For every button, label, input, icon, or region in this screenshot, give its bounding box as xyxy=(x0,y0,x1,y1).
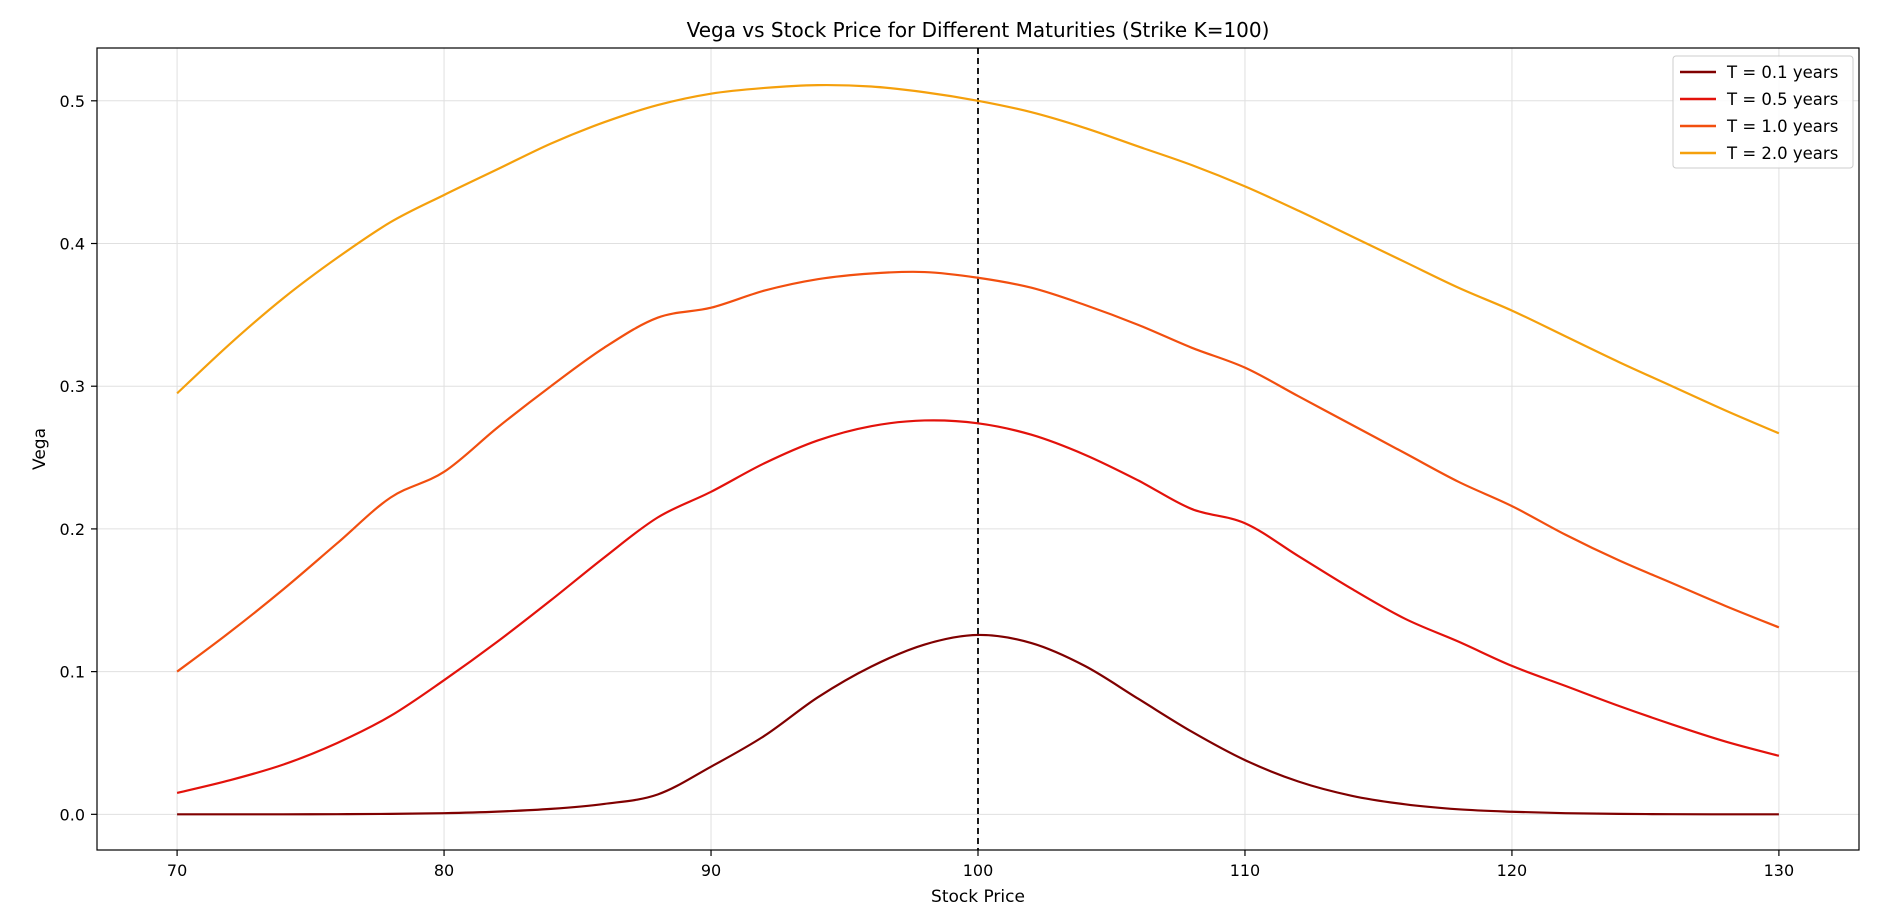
legend-label: T = 0.1 years xyxy=(1726,63,1838,82)
x-tick-label: 100 xyxy=(963,861,994,880)
y-axis-label: Vega xyxy=(30,428,50,470)
y-tick-label: 0.4 xyxy=(60,235,85,254)
y-tick-label: 0.1 xyxy=(60,663,85,682)
legend-label: T = 2.0 years xyxy=(1726,144,1838,163)
x-tick-label: 130 xyxy=(1764,861,1795,880)
y-tick-label: 0.2 xyxy=(60,520,85,539)
legend: T = 0.1 years T = 0.5 years T = 1.0 years T… xyxy=(1672,55,1854,169)
x-tick-label: 70 xyxy=(167,861,187,880)
y-tick-label: 0.0 xyxy=(60,805,85,824)
legend-box xyxy=(1672,55,1854,169)
x-tick-label: 90 xyxy=(701,861,721,880)
x-tick-label: 110 xyxy=(1230,861,1261,880)
series-layer xyxy=(176,83,1780,816)
y-tick-label: 0.3 xyxy=(60,377,85,396)
x-axis-label: Stock Price xyxy=(931,887,1025,907)
chart-title: Vega vs Stock Price for Different Maturi… xyxy=(687,18,1270,42)
x-tick-label: 120 xyxy=(1497,861,1528,880)
x-tick-label: 80 xyxy=(434,861,454,880)
legend-label: T = 0.5 years xyxy=(1726,90,1838,109)
series-line-2 xyxy=(176,270,1780,673)
ticks: 70 80 90 100 110 120 130 0.0 0.1 0.2 0.3 0.4 0.5 xyxy=(60,92,1795,880)
series-line-3 xyxy=(176,83,1780,435)
legend-label: T = 1.0 years xyxy=(1726,117,1838,136)
series-line-0 xyxy=(177,633,1779,816)
y-tick-label: 0.5 xyxy=(60,92,85,111)
series-line-1 xyxy=(176,419,1780,794)
